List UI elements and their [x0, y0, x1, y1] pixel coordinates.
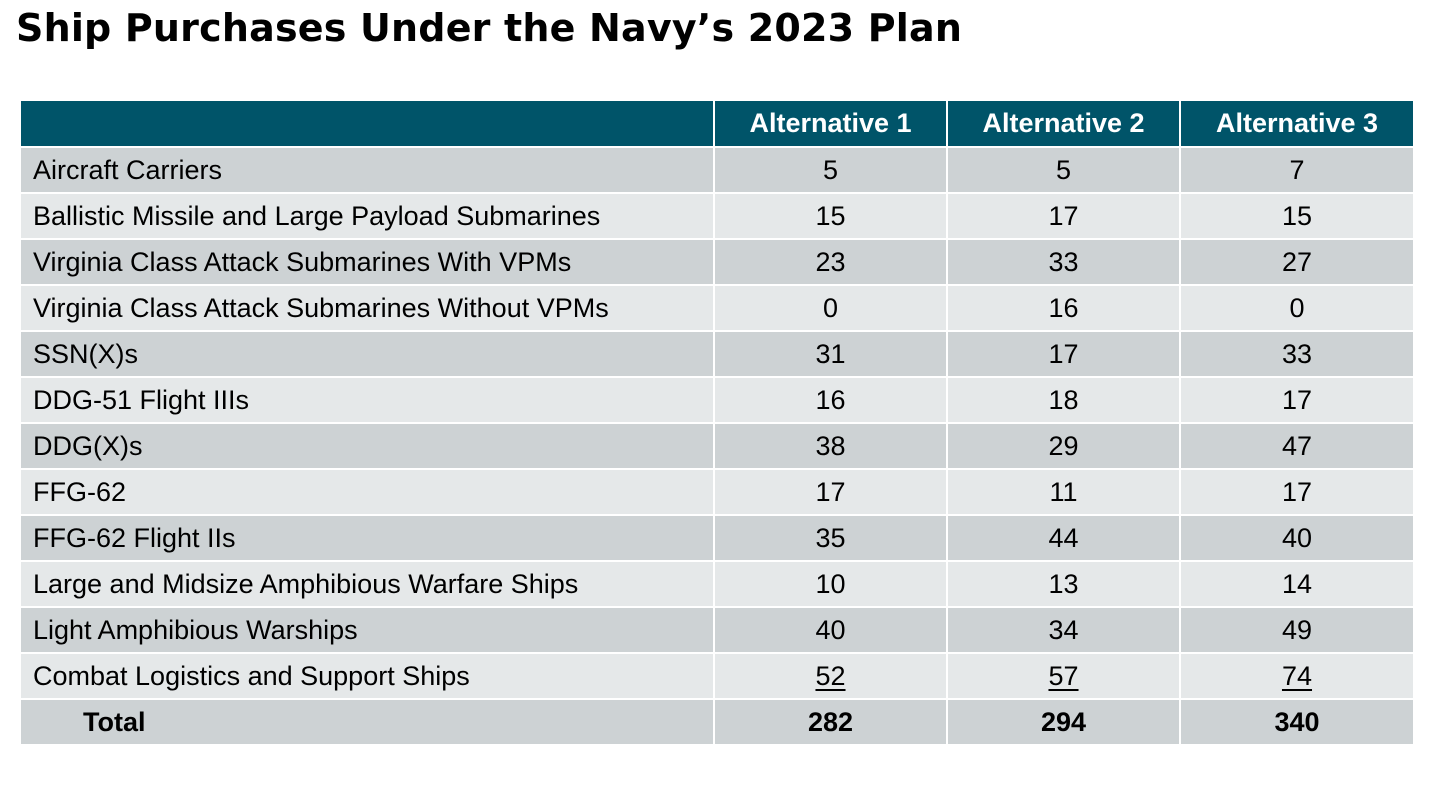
- total-row: Total 282 294 340: [19, 698, 1415, 746]
- header-corner-cell: [19, 99, 715, 148]
- page-title: Ship Purchases Under the Navy’s 2023 Pla…: [16, 6, 963, 50]
- value-cell: 17: [1179, 376, 1415, 424]
- table-row: DDG-51 Flight IIIs 16 18 17: [19, 376, 1415, 424]
- row-label: Virginia Class Attack Submarines With VP…: [19, 238, 715, 286]
- value-cell: 34: [946, 606, 1181, 654]
- total-label: Total: [19, 698, 715, 746]
- table-row: Large and Midsize Amphibious Warfare Shi…: [19, 560, 1415, 608]
- value-cell: 14: [1179, 560, 1415, 608]
- value-cell: 16: [946, 284, 1181, 332]
- underlined-value: 57: [1048, 660, 1079, 691]
- table-header-row: Alternative 1 Alternative 2 Alternative …: [19, 99, 1415, 148]
- total-value-cell: 282: [713, 698, 948, 746]
- value-cell: 10: [713, 560, 948, 608]
- table-row: SSN(X)s 31 17 33: [19, 330, 1415, 378]
- row-label: FFG-62 Flight IIs: [19, 514, 715, 562]
- value-cell: 33: [1179, 330, 1415, 378]
- row-label: Aircraft Carriers: [19, 146, 715, 194]
- underlined-value: 74: [1281, 660, 1313, 691]
- row-label: Large and Midsize Amphibious Warfare Shi…: [19, 560, 715, 608]
- value-cell: 47: [1179, 422, 1415, 470]
- value-cell: 5: [713, 146, 948, 194]
- table-row: Light Amphibious Warships 40 34 49: [19, 606, 1415, 654]
- column-header-alternative-3: Alternative 3: [1179, 99, 1415, 148]
- table-row: DDG(X)s 38 29 47: [19, 422, 1415, 470]
- value-cell: 15: [713, 192, 948, 240]
- value-cell: 0: [713, 284, 948, 332]
- value-cell: 49: [1179, 606, 1415, 654]
- value-cell: 7: [1179, 146, 1415, 194]
- value-cell: 57: [946, 652, 1181, 700]
- table-row: Virginia Class Attack Submarines With VP…: [19, 238, 1415, 286]
- row-label: SSN(X)s: [19, 330, 715, 378]
- value-cell: 33: [946, 238, 1181, 286]
- value-cell: 13: [946, 560, 1181, 608]
- column-header-alternative-1: Alternative 1: [713, 99, 948, 148]
- value-cell: 17: [713, 468, 948, 516]
- value-cell: 27: [1179, 238, 1415, 286]
- row-label: DDG-51 Flight IIIs: [19, 376, 715, 424]
- value-cell: 52: [713, 652, 948, 700]
- value-cell: 17: [946, 192, 1181, 240]
- value-cell: 15: [1179, 192, 1415, 240]
- total-value-cell: 340: [1179, 698, 1415, 746]
- value-cell: 18: [946, 376, 1181, 424]
- total-value-cell: 294: [946, 698, 1181, 746]
- value-cell: 5: [946, 146, 1181, 194]
- row-label: Virginia Class Attack Submarines Without…: [19, 284, 715, 332]
- row-label: Combat Logistics and Support Ships: [19, 652, 715, 700]
- ship-purchases-table: Alternative 1 Alternative 2 Alternative …: [19, 99, 1415, 746]
- column-header-alternative-2: Alternative 2: [946, 99, 1181, 148]
- row-label: Light Amphibious Warships: [19, 606, 715, 654]
- value-cell: 74: [1179, 652, 1415, 700]
- table-row: Virginia Class Attack Submarines Without…: [19, 284, 1415, 332]
- table-row: Aircraft Carriers 5 5 7: [19, 146, 1415, 194]
- value-cell: 29: [946, 422, 1181, 470]
- underlined-value: 52: [815, 660, 846, 691]
- value-cell: 17: [1179, 468, 1415, 516]
- value-cell: 40: [1179, 514, 1415, 562]
- value-cell: 0: [1179, 284, 1415, 332]
- value-cell: 11: [946, 468, 1181, 516]
- value-cell: 44: [946, 514, 1181, 562]
- value-cell: 16: [713, 376, 948, 424]
- value-cell: 17: [946, 330, 1181, 378]
- value-cell: 35: [713, 514, 948, 562]
- value-cell: 31: [713, 330, 948, 378]
- table-row: Ballistic Missile and Large Payload Subm…: [19, 192, 1415, 240]
- row-label: Ballistic Missile and Large Payload Subm…: [19, 192, 715, 240]
- value-cell: 40: [713, 606, 948, 654]
- table-row: Combat Logistics and Support Ships 52 57…: [19, 652, 1415, 700]
- table-row: FFG-62 17 11 17: [19, 468, 1415, 516]
- value-cell: 23: [713, 238, 948, 286]
- value-cell: 38: [713, 422, 948, 470]
- row-label: DDG(X)s: [19, 422, 715, 470]
- row-label: FFG-62: [19, 468, 715, 516]
- table-row: FFG-62 Flight IIs 35 44 40: [19, 514, 1415, 562]
